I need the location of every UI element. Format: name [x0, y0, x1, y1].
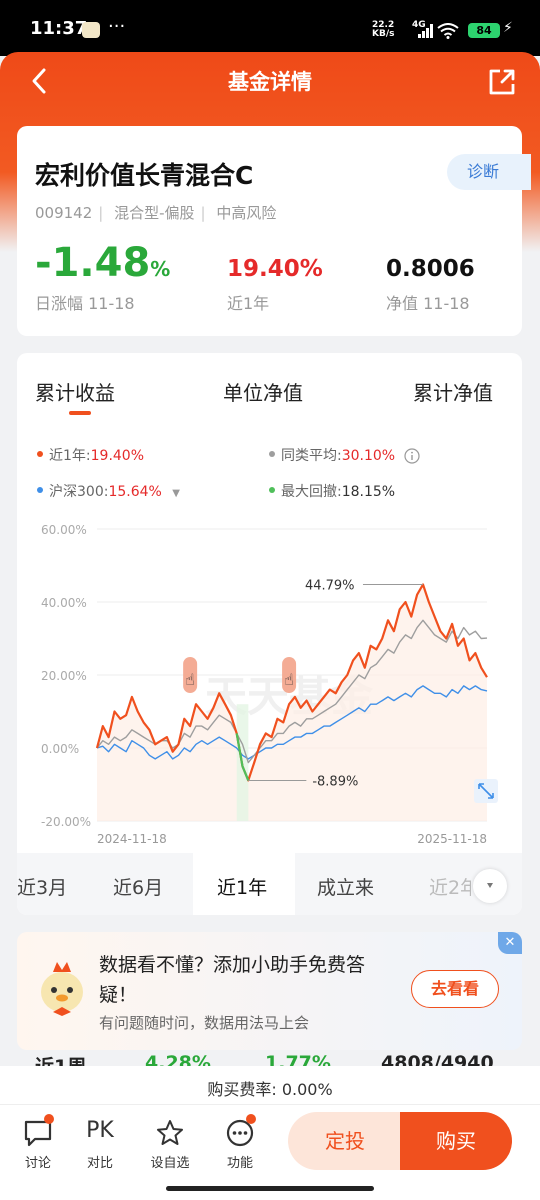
share-icon[interactable] — [488, 68, 516, 96]
more-notifications-icon: ··· — [108, 16, 126, 37]
period-3m[interactable]: 近3月 — [17, 877, 68, 899]
status-time: 11:37 — [30, 18, 88, 39]
y-tick-label: 0.00% — [41, 742, 79, 756]
fixed-investment-button[interactable]: 定投 — [288, 1112, 402, 1170]
page-title: 基金详情 — [228, 70, 312, 94]
pk-icon: PK — [86, 1118, 114, 1143]
series-line-0 — [95, 583, 488, 782]
expand-icon[interactable] — [474, 779, 498, 803]
more-periods-button[interactable] — [473, 869, 507, 903]
tab-indicator — [69, 411, 91, 415]
hand-pointer-icon: ☝ — [185, 670, 195, 689]
status-bar: 11:37 ··· 22.2 KB/s 4G 84 ⚡ — [0, 0, 540, 56]
daily-change-value: -1.48% — [35, 240, 171, 286]
buy-button[interactable]: 购买 — [400, 1112, 512, 1170]
chevron-down-icon[interactable]: ▼ — [172, 488, 180, 499]
legend-index[interactable]: 沪深300:15.64% ▼ — [37, 481, 180, 501]
signal-type: 4G — [412, 20, 426, 30]
y-tick-label: -20.00% — [41, 815, 91, 829]
y-tick-label: 20.00% — [41, 669, 87, 683]
fund-meta: 009142 | 混合型-偏股 | 中高风险 — [35, 204, 277, 222]
y-tick-label: 40.00% — [41, 596, 87, 610]
year-return-value: 19.40% — [227, 256, 323, 282]
battery-icon: 84 — [468, 23, 500, 38]
banner-title: 数据看不懂？添加小助手免费答疑！ — [99, 954, 366, 1006]
performance-row-peek: 近1周 4.28% 1.77% 4808/4940 — [17, 1050, 522, 1066]
period-6m[interactable]: 近6月 — [113, 877, 164, 899]
period-selected-bg — [193, 853, 295, 915]
x-start-label: 2024-11-18 — [97, 832, 167, 846]
row-value-peer: 1.77% — [265, 1052, 331, 1066]
charging-icon: ⚡ — [503, 20, 513, 36]
bottom-bar: 购买费率: 0.00% 讨论 PK 对比 设自选 功能 定投 购买 — [0, 1066, 540, 1200]
period-selector: 近3月 近6月 近1年 成立来 近2年 — [17, 853, 522, 915]
y-tick-label: 60.00% — [41, 523, 87, 537]
fund-area — [97, 584, 487, 821]
row-value-fund: 4.28% — [145, 1052, 211, 1066]
tab-cumulative-nav[interactable]: 累计净值 — [413, 381, 493, 405]
home-indicator[interactable] — [166, 1186, 374, 1191]
chat-bubble-icon — [24, 1120, 52, 1147]
nav-label: 净值 11-18 — [386, 294, 470, 313]
app-notification-icon — [82, 22, 100, 38]
legend-peer: 同类平均:30.10% — [269, 445, 420, 465]
max-label: 44.79% — [305, 579, 355, 594]
legend-drawdown: 最大回撤:18.15% — [269, 481, 395, 501]
row-label: 近1周 — [35, 1052, 86, 1066]
period-since-inception[interactable]: 成立来 — [317, 877, 375, 899]
notification-dot — [246, 1114, 256, 1124]
fund-risk: 中高风险 — [216, 204, 277, 222]
notification-dot — [44, 1114, 54, 1124]
wifi-icon — [437, 23, 459, 39]
row-rank: 4808/4940 — [381, 1052, 494, 1066]
banner-subtitle: 有问题随时问，数据用法马上会 — [99, 1014, 310, 1032]
trade-marker — [183, 657, 198, 693]
fund-type: 混合型-偏股 — [114, 204, 195, 222]
hand-pointer-icon: ☝ — [284, 670, 294, 689]
purchase-fee: 购买费率: 0.00% — [207, 1080, 333, 1099]
period-2y[interactable]: 近2年 — [429, 877, 471, 899]
tab-cumulative-return[interactable]: 累计收益 — [35, 381, 115, 405]
back-arrow-icon[interactable] — [26, 66, 56, 96]
trade-marker — [282, 657, 297, 693]
close-icon[interactable]: ✕ — [498, 932, 522, 954]
return-chart[interactable]: 60.00%40.00%20.00%0.00%-20.00%天天基金44.79%… — [17, 521, 522, 853]
chevron-down-icon — [487, 883, 493, 888]
star-icon — [157, 1120, 183, 1145]
banner-go-button[interactable]: 去看看 — [411, 970, 499, 1008]
fund-name: 宏利价值长青混合C — [35, 161, 254, 190]
x-end-label: 2025-11-18 — [417, 832, 487, 846]
assistant-banner[interactable]: 数据看不懂？添加小助手免费答疑！ 有问题随时问，数据用法马上会 去看看 ✕ — [17, 932, 522, 1050]
year-return-label: 近1年 — [227, 294, 270, 313]
min-label: -8.89% — [312, 774, 358, 789]
diagnose-button[interactable]: 诊断 — [447, 154, 531, 190]
mascot-icon — [41, 962, 83, 1016]
more-functions-icon — [226, 1119, 254, 1147]
drawdown-line — [235, 733, 250, 781]
signal-icon — [418, 24, 433, 38]
divider — [0, 1104, 540, 1105]
chart-card: 累计收益 单位净值 累计净值 近1年:19.40% 同类平均:30.10% 沪深… — [17, 353, 522, 915]
fund-code: 009142 — [35, 204, 93, 222]
daily-change-label: 日涨幅 11-18 — [35, 294, 135, 313]
period-1y[interactable]: 近1年 — [217, 877, 268, 899]
legend-fund: 近1年:19.40% — [37, 445, 144, 465]
info-icon[interactable] — [403, 448, 420, 464]
series-line-2 — [96, 685, 488, 760]
tab-unit-nav[interactable]: 单位净值 — [223, 381, 303, 405]
fund-info-card: 宏利价值长青混合C 诊断 009142 | 混合型-偏股 | 中高风险 -1.48%… — [17, 126, 531, 336]
net-speed: 22.2 KB/s — [372, 20, 395, 39]
nav-value: 0.8006 — [386, 256, 475, 282]
